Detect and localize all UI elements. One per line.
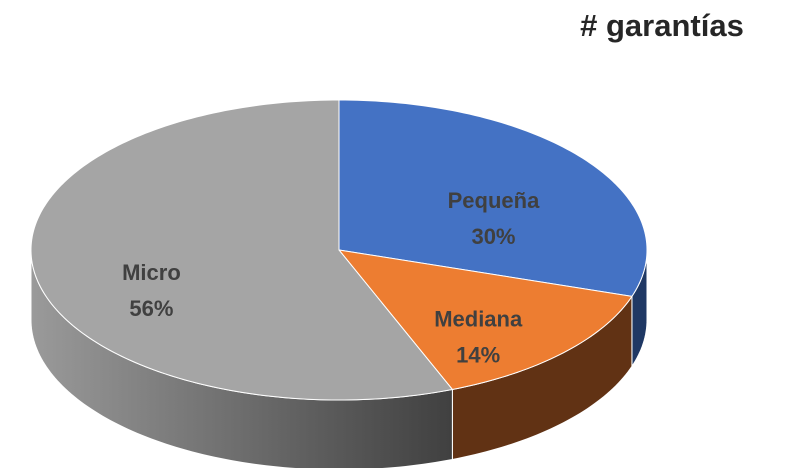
pie-slice: [30, 99, 454, 401]
data-label-value: 14%: [456, 342, 500, 367]
pie-slice: [338, 99, 648, 297]
data-label-value: 30%: [471, 224, 515, 249]
data-label-name: Micro: [122, 260, 181, 285]
chart-title: # garantías: [580, 8, 744, 43]
pie-slice: [337, 249, 633, 391]
data-label-value: 56%: [129, 296, 173, 321]
data-label-name: Pequeña: [448, 188, 540, 213]
data-label-name: Mediana: [434, 306, 523, 331]
